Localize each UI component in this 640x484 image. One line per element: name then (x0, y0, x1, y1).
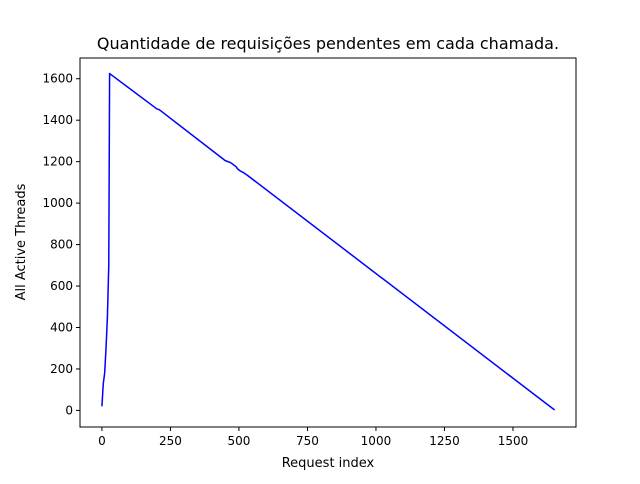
y-axis-label: All Active Threads (14, 183, 29, 300)
y-tick-label: 1600 (42, 72, 73, 86)
y-tick-label: 200 (50, 362, 73, 376)
y-tick-label: 0 (65, 403, 73, 417)
y-tick-label: 1400 (42, 113, 73, 127)
x-tick-label: 750 (296, 434, 319, 448)
x-tick-label: 0 (98, 434, 106, 448)
x-tick-label: 1000 (361, 434, 392, 448)
chart-title: Quantidade de requisições pendentes em c… (97, 34, 559, 53)
series-line-0 (101, 72, 556, 411)
plot-frame (79, 57, 577, 428)
y-tick-label: 1000 (42, 196, 73, 210)
x-tick-label: 500 (227, 434, 250, 448)
plot-area (101, 72, 556, 411)
y-tick-label: 800 (50, 238, 73, 252)
y-tick-label: 400 (50, 320, 73, 334)
y-tick-label: 1200 (42, 155, 73, 169)
y-axis: 0 200 400 600 800 1000 1200 1400 1600 (42, 72, 80, 417)
y-tick-label: 600 (50, 279, 73, 293)
x-tick-label: 1250 (429, 434, 460, 448)
x-axis: 0 250 500 750 1000 1250 1500 (98, 427, 528, 448)
x-axis-label: Request index (282, 456, 375, 471)
x-tick-label: 250 (159, 434, 182, 448)
x-tick-label: 1500 (498, 434, 529, 448)
